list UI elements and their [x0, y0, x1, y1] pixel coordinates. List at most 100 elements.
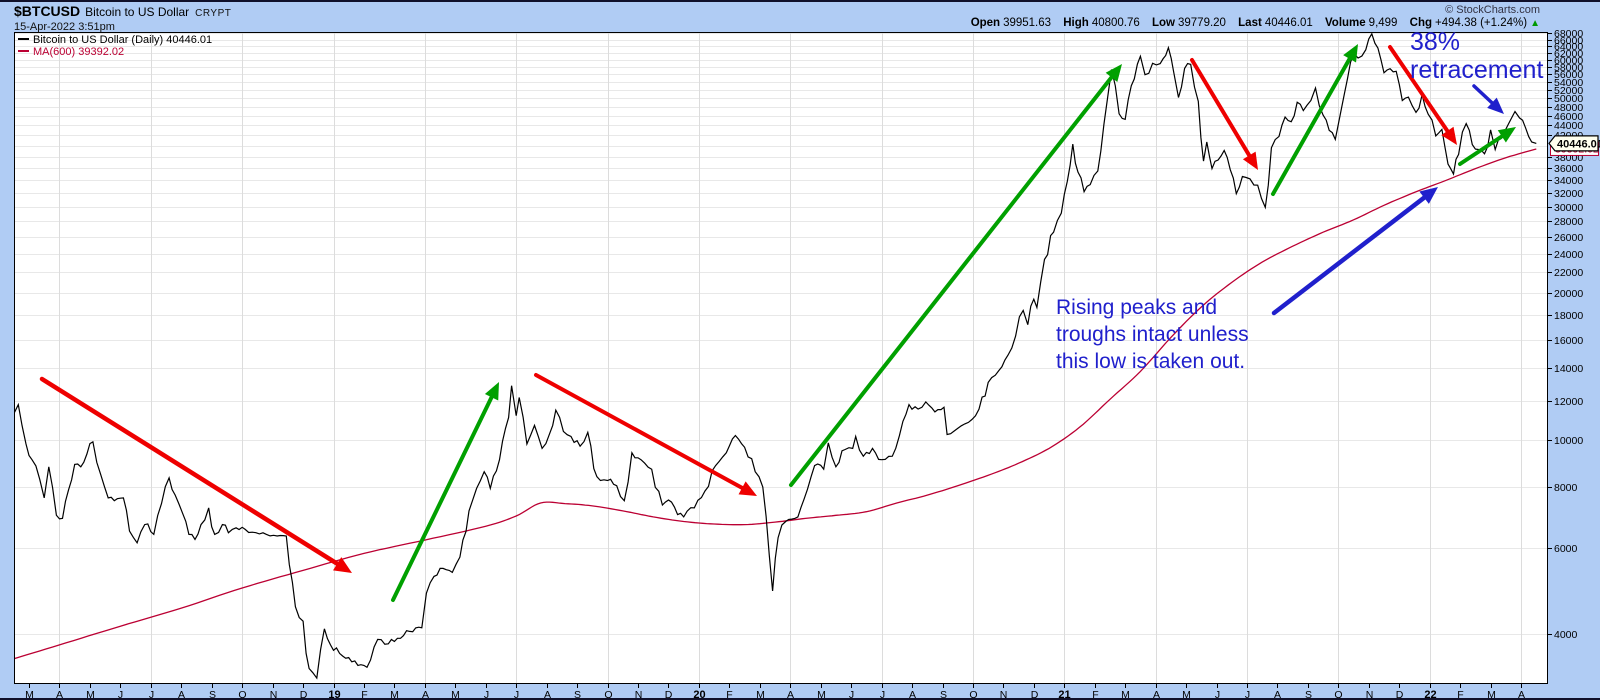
y-axis-label: 34000 — [1554, 175, 1583, 187]
y-axis-label: 16000 — [1554, 335, 1583, 347]
high-value: 40800.76 — [1091, 17, 1140, 29]
x-axis-label: F — [1457, 689, 1463, 700]
annotation-arrow-rally-2019 — [391, 395, 494, 602]
high-label: High — [1063, 17, 1089, 29]
x-axis-label: O — [604, 689, 612, 700]
x-axis-label: M — [1487, 689, 1496, 700]
x-axis-label: F — [726, 689, 732, 700]
annotation-arrowhead-rally-late-2021 — [1343, 44, 1358, 63]
x-axis-label: J — [484, 689, 489, 700]
chart-legend: Bitcoin to US Dollar (Daily) 40446.01 MA… — [18, 34, 212, 58]
copyright-label: © StockCharts.com — [1445, 4, 1540, 16]
x-axis-label: J — [1245, 689, 1250, 700]
annotation-arrowhead-decline-may-2021 — [1242, 151, 1258, 170]
x-axis-label: A — [1153, 689, 1160, 700]
annotation-arrow-downtrend-2018 — [39, 376, 340, 566]
x-axis-label: A — [178, 689, 185, 700]
x-axis-label: N — [1366, 689, 1374, 700]
chart-subheader: 15-Apr-2022 3:51pm — [14, 17, 1548, 33]
annotation-arrow-bounce-2022 — [1458, 134, 1504, 166]
x-axis-label: A — [544, 689, 551, 700]
x-axis-label: F — [1092, 689, 1098, 700]
y-axis-label: 68000 — [1554, 28, 1583, 40]
quote-bar: Open 39951.63 High 40800.76 Low 39779.20 La… — [962, 17, 1540, 29]
x-axis-label: 20 — [693, 689, 705, 700]
x-axis-label: S — [209, 689, 216, 700]
x-axis-label: 21 — [1058, 689, 1070, 700]
y-axis-label: 28000 — [1554, 216, 1583, 228]
x-axis-label: A — [56, 689, 63, 700]
x-axis-label: J — [514, 689, 519, 700]
y-axis-label: 10000 — [1554, 435, 1583, 447]
y-axis-label: 50000 — [1554, 93, 1583, 105]
x-axis-label: S — [574, 689, 581, 700]
last-price-tag-label: 40446.01 — [1557, 138, 1600, 150]
open-value: 39951.63 — [1003, 17, 1052, 29]
x-axis-label: 22 — [1424, 689, 1436, 700]
annotation-arrowhead-decline-early-2022 — [1441, 126, 1457, 145]
y-axis-label: 64000 — [1554, 41, 1583, 53]
x-axis-label: A — [422, 689, 429, 700]
x-axis-label: M — [451, 689, 460, 700]
annotation-arrowhead-retracement-pointer — [1487, 97, 1504, 114]
annotation-rising-peaks: Rising peaks and troughs intact unless t… — [1056, 296, 1249, 373]
x-axis-label: S — [1305, 689, 1312, 700]
y-axis-label: 18000 — [1554, 310, 1583, 322]
annotation-arrow-low-pointer — [1271, 195, 1427, 316]
ma-series-swatch-icon — [18, 50, 29, 52]
x-axis-label: M — [1182, 689, 1191, 700]
volume-value: 9,499 — [1368, 17, 1398, 29]
last-label: Last — [1238, 17, 1262, 29]
last-price-tag — [1548, 135, 1599, 152]
y-axis-label: 58000 — [1554, 62, 1583, 74]
x-axis-label: 19 — [328, 689, 340, 700]
x-axis-label: O — [969, 689, 977, 700]
y-axis-label: 36000 — [1554, 163, 1583, 175]
x-axis-label: N — [270, 689, 278, 700]
chg-up-triangle-icon: ▲ — [1530, 18, 1540, 29]
exchange-label: CRYPT — [195, 8, 232, 19]
annotation-arrow-retracement-pointer — [1472, 84, 1494, 105]
x-axis-label: M — [756, 689, 765, 700]
x-axis-label: S — [940, 689, 947, 700]
x-axis-label: J — [149, 689, 154, 700]
last-value: 40446.01 — [1264, 17, 1313, 29]
annotation-arrowhead-bounce-2022 — [1497, 127, 1516, 143]
y-axis-label: 62000 — [1554, 48, 1583, 60]
y-axis-label: 6000 — [1554, 543, 1578, 555]
plot-area — [14, 32, 1548, 684]
chart-datetime: 15-Apr-2022 3:51pm — [14, 21, 115, 33]
annotation-arrow-decline-may-2021 — [1190, 58, 1252, 158]
chg-value: +494.38 (+1.24%) — [1435, 17, 1528, 29]
chart-header: $BTCUSD Bitcoin to US Dollar CRYPT — [14, 3, 1548, 19]
x-axis-label: J — [880, 689, 885, 700]
plot-border — [14, 32, 1548, 684]
y-axis-label: 14000 — [1554, 363, 1583, 375]
annotation-arrowhead-low-pointer — [1419, 187, 1438, 204]
x-axis-label: J — [1215, 689, 1220, 700]
y-axis-label: 54000 — [1554, 77, 1583, 89]
y-axis-label: 12000 — [1554, 396, 1583, 408]
x-axis-label: A — [909, 689, 916, 700]
y-axis-label: 4000 — [1554, 629, 1578, 641]
y-axis-label: 22000 — [1554, 267, 1583, 279]
x-axis-label: D — [1031, 689, 1039, 700]
y-axis-label: 20000 — [1554, 288, 1583, 300]
x-axis-label: M — [1121, 689, 1130, 700]
ma-line — [14, 148, 1537, 660]
y-axis-label: 46000 — [1554, 111, 1583, 123]
annotation-arrowhead-rally-2020-2021 — [1105, 64, 1122, 82]
volume-label: Volume — [1324, 17, 1366, 29]
x-axis-label: F — [361, 689, 367, 700]
x-axis-label: O — [1334, 689, 1342, 700]
symbol-label: $BTCUSD — [14, 3, 81, 19]
x-axis-label: M — [25, 689, 34, 700]
legend-price-series: Bitcoin to US Dollar (Daily) 40446.01 — [18, 34, 212, 46]
annotation-arrowhead-downtrend-2019-2020 — [738, 481, 757, 496]
annotation-arrowhead-rally-2019 — [484, 382, 499, 401]
y-axis-label: 30000 — [1554, 202, 1583, 214]
x-axis-label: A — [787, 689, 794, 700]
annotation-arrow-rally-late-2021 — [1271, 56, 1352, 196]
